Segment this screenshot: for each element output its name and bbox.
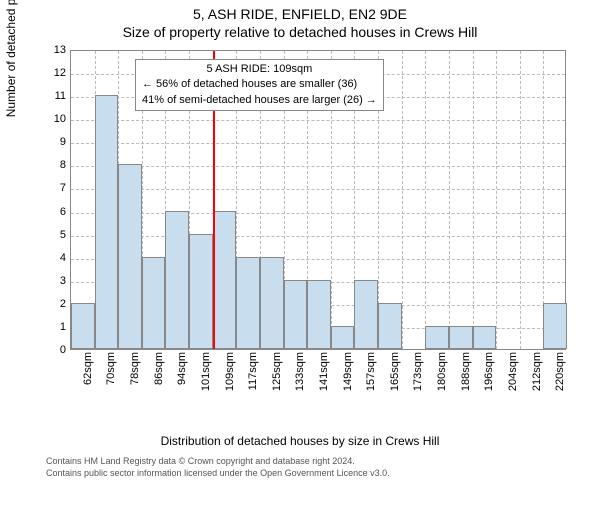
x-tick-label: 133sqm — [294, 352, 306, 412]
annotation-line3: 41% of semi-detached houses are larger (… — [142, 93, 377, 108]
histogram-bar — [543, 303, 567, 349]
x-tick-label: 196sqm — [483, 352, 495, 412]
grid-line-h — [71, 143, 565, 144]
x-tick-label: 101sqm — [200, 352, 212, 412]
y-tick-label: 6 — [36, 206, 66, 218]
y-tick-label: 7 — [36, 182, 66, 194]
x-tick-label: 212sqm — [531, 352, 543, 412]
histogram-bar — [95, 95, 119, 349]
y-tick-label: 11 — [36, 90, 66, 102]
histogram-bar — [260, 257, 284, 349]
header-subtitle: Size of property relative to detached ho… — [0, 24, 600, 40]
x-tick-label: 78sqm — [129, 352, 141, 412]
histogram-bar — [331, 326, 355, 349]
y-tick-label: 4 — [36, 252, 66, 264]
histogram-bar — [118, 164, 142, 349]
histogram-bar — [213, 211, 237, 349]
x-tick-label: 180sqm — [436, 352, 448, 412]
x-tick-label: 117sqm — [247, 352, 259, 412]
grid-line-v — [449, 51, 450, 349]
histogram-bar — [307, 280, 331, 349]
footer-line1: Contains HM Land Registry data © Crown c… — [46, 456, 590, 468]
x-tick-label: 149sqm — [342, 352, 354, 412]
y-tick-label: 5 — [36, 229, 66, 241]
x-tick-label: 141sqm — [318, 352, 330, 412]
x-tick-label: 188sqm — [460, 352, 472, 412]
grid-line-v — [473, 51, 474, 349]
footer: Contains HM Land Registry data © Crown c… — [0, 456, 600, 479]
grid-line-h — [71, 166, 565, 167]
histogram-bar — [284, 280, 308, 349]
grid-line-v — [520, 51, 521, 349]
histogram-bar — [449, 326, 473, 349]
grid-line-h — [71, 120, 565, 121]
x-tick-label: 125sqm — [271, 352, 283, 412]
x-tick-label: 94sqm — [176, 352, 188, 412]
y-tick-label: 2 — [36, 298, 66, 310]
y-tick-label: 8 — [36, 159, 66, 171]
y-tick-label: 3 — [36, 275, 66, 287]
grid-line-h — [71, 189, 565, 190]
annotation-line1: 5 ASH RIDE: 109sqm — [142, 62, 377, 77]
x-tick-label: 86sqm — [153, 352, 165, 412]
y-tick-label: 9 — [36, 136, 66, 148]
x-tick-label: 220sqm — [554, 352, 566, 412]
x-tick-label: 173sqm — [412, 352, 424, 412]
grid-line-v — [496, 51, 497, 349]
grid-line-v — [425, 51, 426, 349]
y-tick-label: 0 — [36, 344, 66, 356]
x-tick-label: 165sqm — [389, 352, 401, 412]
histogram-bar — [142, 257, 166, 349]
histogram-bar — [165, 211, 189, 349]
histogram-bar — [473, 326, 497, 349]
x-tick-label: 157sqm — [365, 352, 377, 412]
histogram-bar — [354, 280, 378, 349]
annotation-box: 5 ASH RIDE: 109sqm ← 56% of detached hou… — [135, 59, 384, 111]
chart-container: Number of detached properties 5 ASH RIDE… — [46, 50, 566, 380]
x-tick-label: 70sqm — [105, 352, 117, 412]
x-tick-label: 204sqm — [507, 352, 519, 412]
y-tick-label: 1 — [36, 321, 66, 333]
histogram-bar — [236, 257, 260, 349]
grid-line-h — [71, 236, 565, 237]
footer-line2: Contains public sector information licen… — [46, 468, 590, 480]
grid-line-h — [71, 213, 565, 214]
histogram-bar — [189, 234, 213, 349]
y-tick-label: 10 — [36, 113, 66, 125]
y-tick-label: 13 — [36, 44, 66, 56]
header-address: 5, ASH RIDE, ENFIELD, EN2 9DE — [0, 6, 600, 22]
plot-area: 5 ASH RIDE: 109sqm ← 56% of detached hou… — [70, 50, 566, 350]
x-tick-label: 109sqm — [224, 352, 236, 412]
x-axis-label: Distribution of detached houses by size … — [0, 434, 600, 448]
x-tick-label: 62sqm — [82, 352, 94, 412]
grid-line-v — [402, 51, 403, 349]
histogram-bar — [71, 303, 95, 349]
annotation-line2: ← 56% of detached houses are smaller (36… — [142, 77, 377, 92]
histogram-bar — [378, 303, 402, 349]
histogram-bar — [425, 326, 449, 349]
y-axis-label: Number of detached properties — [4, 0, 18, 117]
y-tick-label: 12 — [36, 67, 66, 79]
